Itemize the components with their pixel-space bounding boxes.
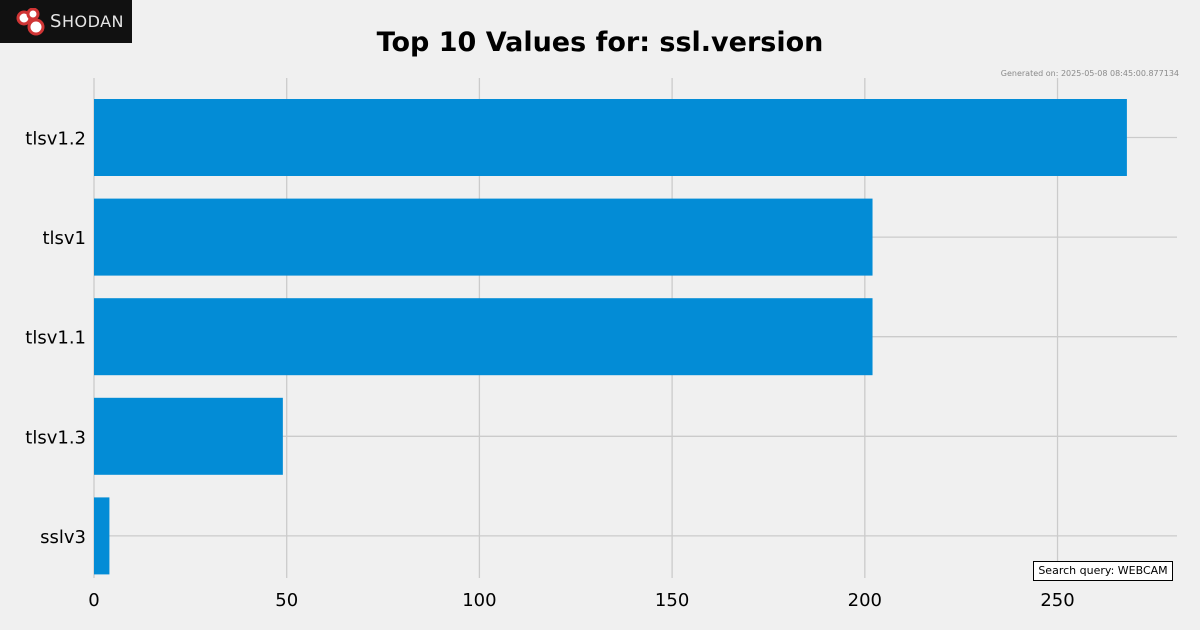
- bar-tlsv1.1: [94, 298, 873, 376]
- bar-tlsv1.2: [94, 99, 1127, 176]
- shodan-logo[interactable]: SHODAN: [0, 0, 132, 43]
- x-tick-label: 100: [462, 590, 496, 611]
- y-tick-label: sslv3: [40, 527, 86, 548]
- x-tick-label: 0: [88, 590, 99, 611]
- x-tick-label: 50: [275, 590, 298, 611]
- bar-layer: [94, 99, 1127, 575]
- shodan-logo-text: SHODAN: [50, 11, 125, 32]
- generated-timestamp: Generated on: 2025-05-08 08:45:00.877134: [1000, 69, 1179, 78]
- x-tick-label: 250: [1040, 590, 1074, 611]
- y-tick-label: tlsv1.3: [25, 427, 86, 448]
- search-query-box: Search query: WEBCAM: [1033, 561, 1173, 581]
- chart-title: Top 10 Values for: ssl.version: [376, 27, 824, 58]
- x-tick-label: 150: [655, 590, 689, 611]
- x-tick-label: 200: [848, 590, 882, 611]
- label-layer: 0 50 100 150 200 250 tlsv1.2 tlsv1 tlsv1.1 tlsv1.…: [25, 129, 1074, 612]
- shodan-logo-icon: [16, 8, 45, 36]
- y-tick-label: tlsv1.1: [25, 328, 86, 349]
- y-tick-label: tlsv1: [42, 228, 86, 249]
- y-tick-label: tlsv1.2: [25, 129, 86, 150]
- bar-sslv3: [94, 497, 110, 575]
- bar-tlsv1.3: [94, 397, 283, 475]
- bar-tlsv1: [94, 198, 873, 276]
